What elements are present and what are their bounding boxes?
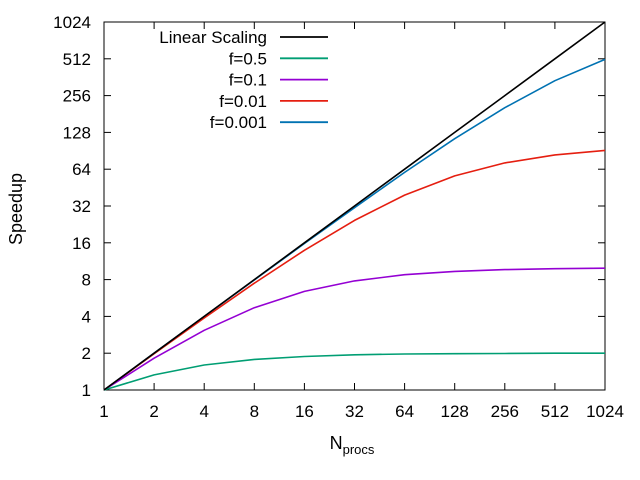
y-axis-label: Speedup: [6, 173, 26, 245]
y-tick-label: 2: [82, 344, 91, 363]
y-tick-label: 4: [82, 307, 91, 326]
y-tick-label: 1: [82, 381, 91, 400]
x-tick-label: 2: [149, 402, 158, 421]
x-tick-label: 4: [199, 402, 208, 421]
y-tick-label: 16: [72, 234, 91, 253]
series-line-linear-scaling: [103, 21, 606, 391]
x-tick-label: 8: [250, 402, 259, 421]
x-axis-label-subscript: procs: [343, 442, 375, 457]
y-tick-label: 1024: [53, 13, 91, 32]
legend-label: f=0.1: [229, 71, 267, 90]
y-tick-label: 32: [72, 197, 91, 216]
x-tick-label: 256: [491, 402, 519, 421]
axis-ticks: [103, 21, 606, 391]
x-tick-label: 128: [441, 402, 469, 421]
legend: Linear Scaling f=0.5 f=0.1 f=0.01 f=0.001: [159, 28, 328, 132]
x-tick-label: 512: [541, 402, 569, 421]
y-tick-label: 64: [72, 160, 91, 179]
x-tick-label: 16: [295, 402, 314, 421]
x-tick-label: 64: [395, 402, 414, 421]
x-tick-label: 32: [345, 402, 364, 421]
x-axis-label: Nprocs: [330, 433, 375, 457]
x-tick-label: 1024: [586, 402, 624, 421]
legend-label: Linear Scaling: [159, 28, 267, 47]
y-tick-label: 8: [82, 271, 91, 290]
y-tick-label: 256: [63, 87, 91, 106]
x-axis-label-main: N: [330, 433, 343, 453]
legend-label: f=0.01: [219, 92, 267, 111]
series-line-f-0-5: [103, 352, 605, 391]
series-lines: [103, 21, 606, 391]
series-line-f-0-01: [103, 149, 606, 391]
legend-label: f=0.001: [210, 113, 267, 132]
axis-tick-labels: 1 2 4 8 16 32 64 128 256 512 1024 1 2 4 8 16 32 64 128 256 5…: [53, 13, 624, 421]
legend-label: f=0.5: [229, 49, 267, 68]
series-line-f-0-1: [103, 267, 606, 391]
x-tick-label: 1: [99, 402, 108, 421]
y-tick-label: 512: [63, 50, 91, 69]
y-tick-label: 128: [63, 123, 91, 142]
